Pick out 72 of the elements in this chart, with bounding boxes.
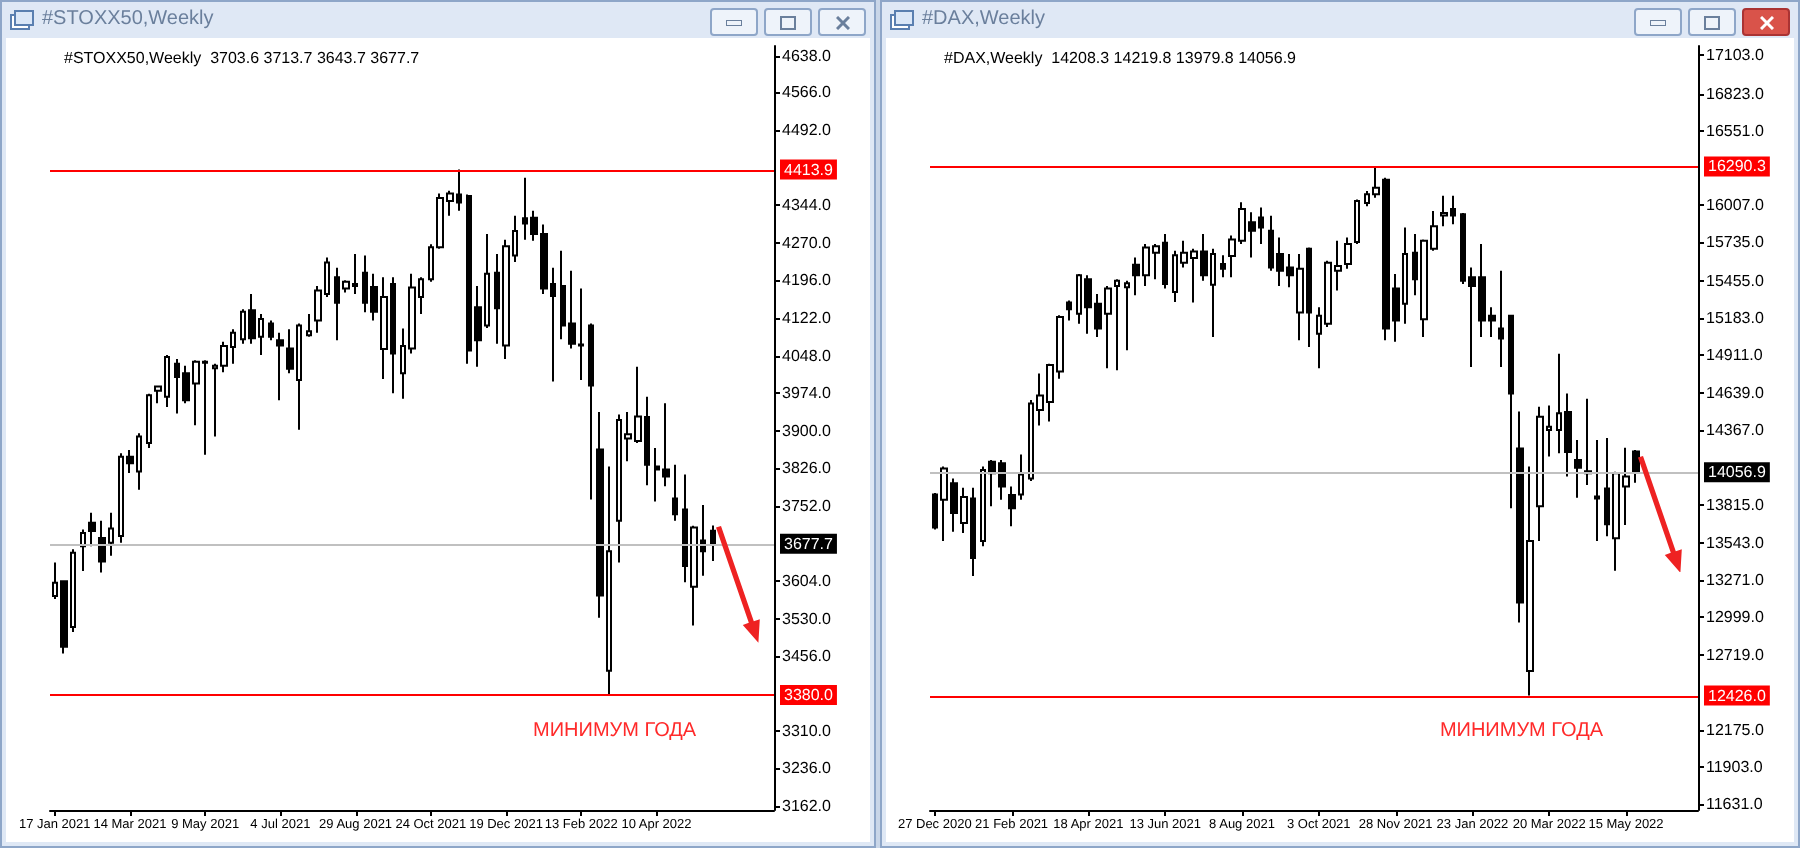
candlestick <box>1632 448 1640 484</box>
candlestick <box>1508 314 1514 510</box>
ref-line-label: 12426.0 <box>1708 686 1767 705</box>
ref-line-label: 3380.0 <box>784 686 835 705</box>
y-tick-label: 3900.0 <box>782 421 833 440</box>
y-tick-label: 3162.0 <box>782 796 833 815</box>
y-tick-label: 15735.0 <box>1706 233 1765 252</box>
candlestick <box>1584 397 1592 487</box>
candlestick <box>1114 278 1120 372</box>
candlestick <box>1220 254 1226 279</box>
y-tick-label: 3752.0 <box>782 497 833 516</box>
candlestick <box>80 528 86 573</box>
candlestick <box>1066 299 1072 322</box>
y-tick-label: 4344.0 <box>782 196 833 215</box>
y-tick-label: 4638.0 <box>782 46 833 65</box>
y-tick-label: 4492.0 <box>782 120 833 139</box>
y-tick-label: 11631.0 <box>1706 795 1764 814</box>
y-tick-label: 12999.0 <box>1706 608 1765 627</box>
y-tick-label: 15455.0 <box>1706 271 1765 290</box>
y-tick-label: 3974.0 <box>782 384 833 403</box>
candlestick <box>672 463 678 522</box>
candlestick <box>1344 236 1352 270</box>
y-tick-label: 13543.0 <box>1706 533 1765 552</box>
y-tick-label: 15183.0 <box>1706 309 1765 328</box>
y-tick-label: 3310.0 <box>782 721 833 740</box>
y-tick-label: 13271.0 <box>1706 570 1765 589</box>
ref-line-label: 14056.9 <box>1708 463 1767 482</box>
y-tick-label: 16007.0 <box>1706 196 1765 215</box>
candlestick <box>88 511 96 548</box>
y-tick-label: 3826.0 <box>782 459 833 478</box>
chart-subtitle: #STOXX50,Weekly 3703.6 3713.7 3643.7 3677.7 <box>64 49 421 67</box>
ref-line-label: 4413.9 <box>784 160 835 179</box>
ref-line-label: 16290.3 <box>1708 157 1767 176</box>
y-tick-label: 4270.0 <box>782 233 833 252</box>
candlestick <box>1594 438 1600 542</box>
candlestick <box>1574 438 1582 499</box>
y-tick-label: 4048.0 <box>782 346 833 365</box>
y-tick-label: 12175.0 <box>1706 720 1765 739</box>
y-tick-label: 13815.0 <box>1706 496 1765 515</box>
candlestick <box>1498 269 1504 368</box>
y-tick-label: 3530.0 <box>782 609 833 628</box>
y-tick-label: 3236.0 <box>782 759 833 778</box>
candlestick <box>1536 405 1544 542</box>
candlestick <box>306 312 312 338</box>
ref-line-label: 3677.7 <box>784 534 835 553</box>
y-tick-label: 14367.0 <box>1706 420 1765 439</box>
candlestick <box>1440 194 1448 228</box>
y-tick-label: 4122.0 <box>782 308 833 327</box>
candlestick <box>588 322 594 501</box>
y-tick-label: 12719.0 <box>1706 646 1765 665</box>
y-tick-label: 17103.0 <box>1706 46 1765 65</box>
candlestick <box>146 392 152 450</box>
candlestick <box>98 519 106 574</box>
annotation: МИНИМУМ ГОДА <box>533 720 697 743</box>
y-tick-label: 3604.0 <box>782 572 833 591</box>
candlestick <box>1354 198 1360 246</box>
chart-title: #STOXX50,Weekly <box>42 8 214 30</box>
y-tick-label: 4566.0 <box>782 83 833 102</box>
candlestick <box>268 319 274 342</box>
candlestick <box>276 331 284 402</box>
chart-subtitle: #DAX,Weekly 14208.3 14219.8 13979.8 14056.9 <box>944 49 1298 67</box>
y-tick-label: 3456.0 <box>782 647 833 666</box>
y-tick-label: 11903.0 <box>1706 758 1764 777</box>
y-tick-label: 16823.0 <box>1706 84 1765 103</box>
chart-title: #DAX,Weekly <box>922 8 1046 30</box>
y-tick-label: 14639.0 <box>1706 383 1765 402</box>
annotation: МИНИМУМ ГОДА <box>1439 720 1604 743</box>
candlestick <box>710 524 716 563</box>
candlestick <box>1124 279 1130 352</box>
y-tick-label: 16551.0 <box>1706 121 1765 140</box>
y-tick-label: 4196.0 <box>782 271 833 290</box>
y-tick-label: 14911.0 <box>1706 346 1764 365</box>
